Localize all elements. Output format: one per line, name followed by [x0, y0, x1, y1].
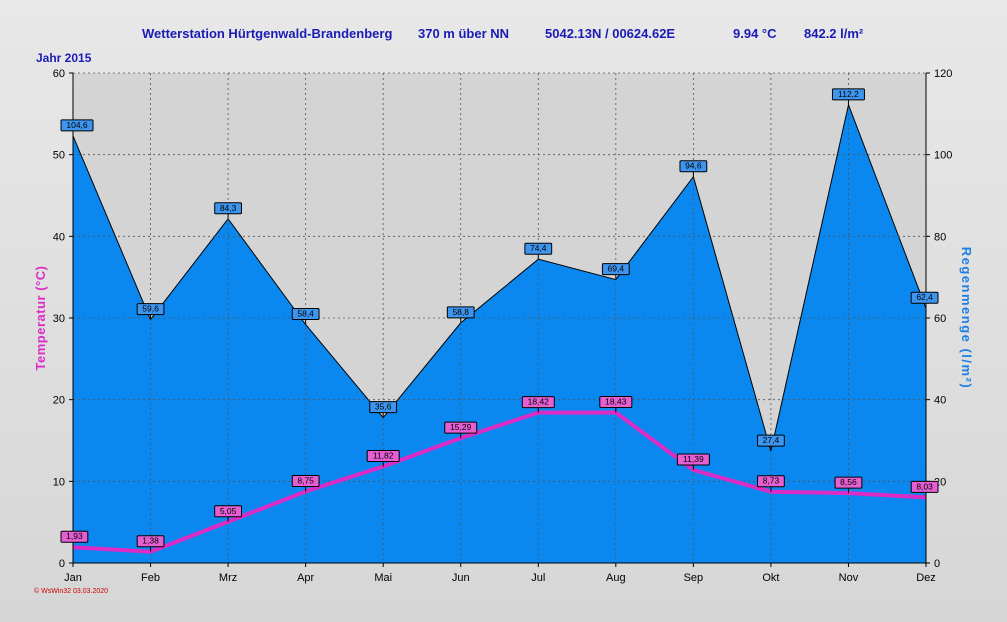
temperature-data-label-box: [444, 421, 478, 434]
year-label: Jahr 2015: [36, 51, 92, 65]
rain-data-label-box: [910, 291, 939, 304]
rain-data-label-box: [601, 263, 630, 276]
station-coordinates: 5042.13N / 00624.62E: [545, 26, 676, 41]
y-tick-label-right: 0: [934, 558, 940, 570]
temperature-data-label: 5,05: [220, 506, 237, 516]
rain-data-label-box: [757, 434, 785, 447]
temperature-data-label: 11,82: [373, 450, 394, 460]
x-tick-label: Mai: [374, 572, 392, 584]
rain-data-label-box: [831, 88, 865, 101]
temperature-data-label-box: [214, 505, 242, 518]
temperature-data-label-box: [910, 480, 939, 493]
rain-data-label: 104,6: [66, 120, 88, 130]
y-tick-label-left: 40: [53, 231, 65, 243]
rain-data-label: 58,4: [297, 309, 314, 319]
rain-data-label: 59,6: [142, 304, 159, 314]
x-tick-label: Apr: [297, 572, 314, 584]
y-tick-label-right: 100: [934, 150, 952, 162]
rain-data-label: 27,4: [763, 435, 780, 445]
temperature-data-label-box: [676, 453, 710, 466]
y-tick-label-left: 50: [53, 150, 65, 162]
station-altitude: 370 m über NN: [418, 26, 510, 41]
temperature-data-label: 1,38: [142, 536, 159, 546]
rain-data-label: 94,6: [685, 161, 702, 171]
temperature-line: [72, 410, 927, 554]
rain-data-label: 35,6: [375, 402, 392, 412]
temperature-data-label: 1,93: [66, 531, 83, 541]
y-tick-label-right: 40: [934, 395, 946, 407]
y-tick-label-right: 60: [934, 313, 946, 325]
rain-data-label: 62,4: [916, 292, 933, 302]
average-temperature: 9.94 °C: [733, 26, 777, 41]
temperature-data-label-box: [599, 395, 633, 408]
rain-data-label-box: [291, 308, 320, 321]
rain-data-label-box: [214, 202, 242, 215]
temperature-data-label-box: [291, 475, 320, 488]
y-tick-label-left: 20: [53, 395, 65, 407]
y-tick-label-right: 120: [934, 68, 952, 80]
temperature-data-label: 8,03: [916, 481, 933, 491]
x-tick-label: Jan: [64, 572, 82, 584]
station-name: Wetterstation Hürtgenwald-Brandenberg: [142, 26, 393, 41]
x-tick-label: Feb: [141, 572, 160, 584]
rain-data-label: 74,4: [530, 243, 547, 253]
temperature-data-label: 8,56: [840, 477, 857, 487]
x-tick-label: Mrz: [219, 572, 237, 584]
y-tick-label-left: 0: [59, 558, 65, 570]
rain-data-label: 58,8: [452, 307, 469, 317]
rain-data-label-box: [369, 401, 398, 414]
y-tick-label-left: 30: [53, 313, 65, 325]
rain-data-label-box: [446, 306, 475, 319]
y-tick-label-left: 10: [53, 476, 65, 488]
temperature-data-label-box: [521, 396, 555, 409]
y-tick-label-left: 60: [53, 68, 65, 80]
chart-header: Wetterstation Hürtgenwald-Brandenberg 37…: [0, 0, 1007, 48]
temperature-data-label: 8,73: [763, 476, 780, 486]
rain-data-label: 84,3: [220, 203, 237, 213]
rain-data-label-box: [60, 119, 94, 132]
x-tick-label: Nov: [839, 572, 859, 584]
temperature-data-label: 15,29: [450, 422, 472, 432]
footer-credit: © WsWin32 03.03.2020: [34, 588, 109, 595]
y-axis-title-right: Regenmenge (l/m²): [959, 247, 974, 390]
temperature-data-label-box: [757, 475, 785, 488]
temperature-data-label-box: [366, 449, 400, 462]
x-tick-label: Jun: [452, 572, 470, 584]
rain-data-label-box: [679, 160, 708, 173]
x-tick-label: Sep: [684, 572, 704, 584]
y-tick-label-right: 80: [934, 231, 946, 243]
x-tick-label: Aug: [606, 572, 626, 584]
temperature-data-label-box: [834, 476, 863, 489]
rain-data-label: 112,2: [838, 89, 859, 99]
rain-data-label: 69,4: [608, 264, 625, 274]
y-axis-title-left: Temperatur (°C): [33, 266, 48, 371]
temperature-data-label: 18,42: [528, 397, 550, 407]
temperature-data-label-box: [136, 535, 165, 548]
total-rainfall: 842.2 l/m²: [804, 26, 864, 41]
temperature-data-label: 11,39: [683, 454, 704, 464]
x-tick-label: Okt: [762, 572, 779, 584]
x-tick-label: Dez: [916, 572, 936, 584]
temperature-data-label: 8,75: [297, 476, 314, 486]
x-tick-label: Jul: [531, 572, 545, 584]
temperature-data-label-box: [60, 530, 89, 543]
temperature-data-label: 18,43: [605, 396, 627, 406]
rain-data-label-box: [136, 303, 165, 316]
rain-data-label-box: [524, 242, 553, 255]
